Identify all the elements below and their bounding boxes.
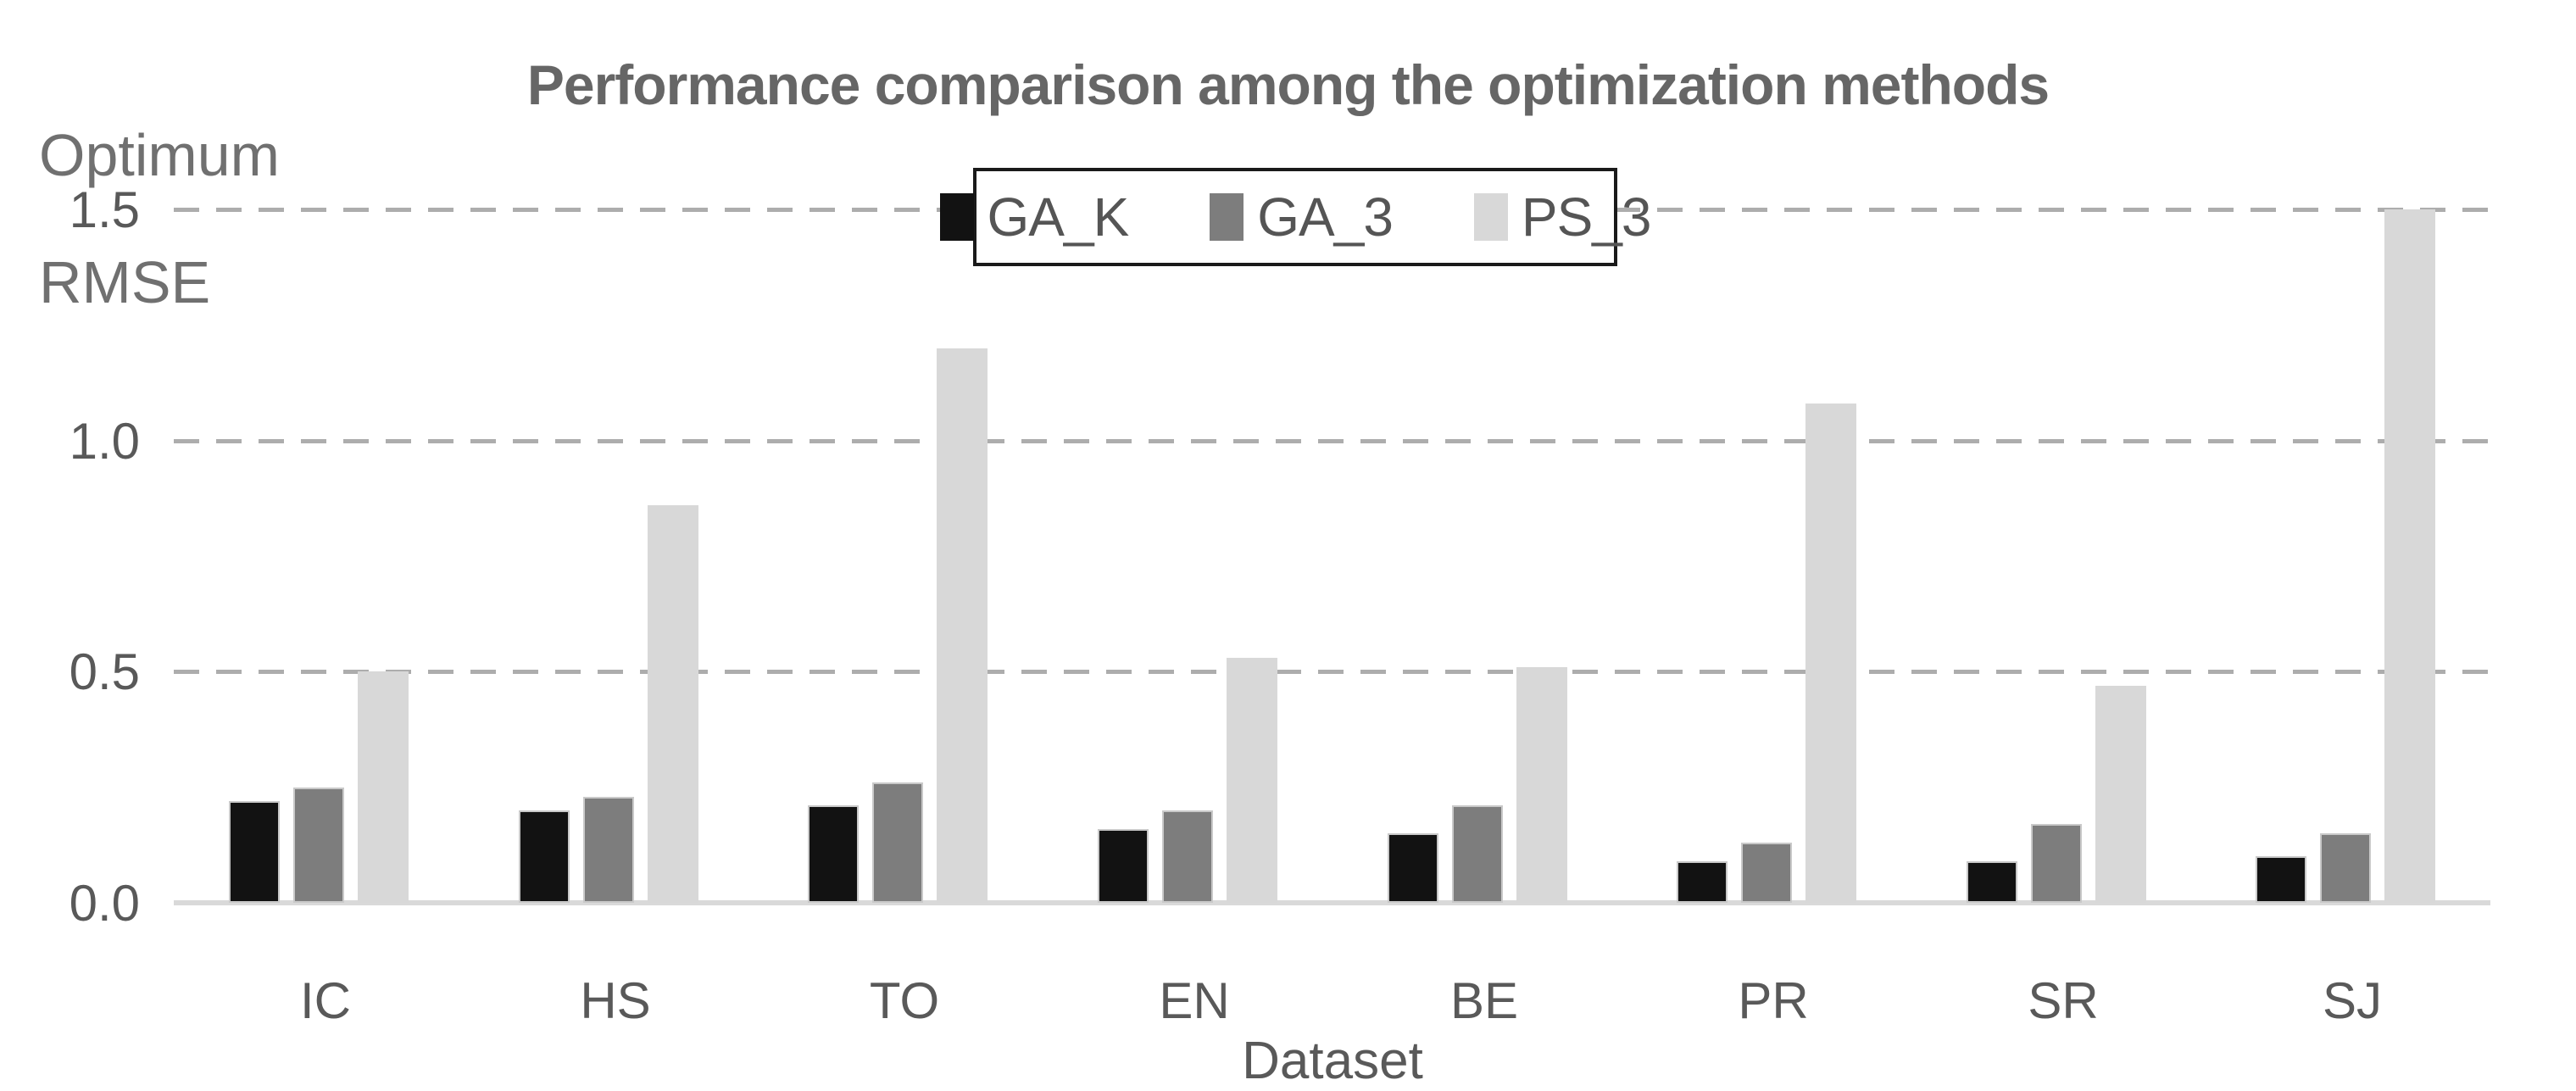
bar-GA_K-SJ bbox=[2256, 856, 2306, 903]
legend: GA_K GA_3 PS_3 bbox=[939, 168, 1651, 266]
bar-PS_3-TO bbox=[937, 348, 988, 903]
bar-GA_3-HS bbox=[583, 797, 634, 903]
bar-GA_K-HS bbox=[519, 810, 570, 903]
bar-GA_3-PR bbox=[1741, 843, 1792, 903]
category-label-IC: IC bbox=[300, 972, 351, 1029]
bar-GA_3-SJ bbox=[2320, 833, 2371, 903]
legend-label-GA_K: GA_K bbox=[987, 186, 1130, 248]
bar-PS_3-IC bbox=[358, 671, 409, 903]
category-label-PR: PR bbox=[1738, 972, 1809, 1029]
y-tick-label-0.5: 0.5 bbox=[69, 643, 140, 701]
category-label-SJ: SJ bbox=[2322, 972, 2383, 1029]
bar-GA_K-IC bbox=[229, 801, 280, 903]
legend-item-GA_3: GA_3 bbox=[1210, 186, 1394, 248]
chart-title: Performance comparison among the optimiz… bbox=[526, 53, 2050, 116]
category-label-TO: TO bbox=[869, 972, 940, 1029]
bar-PS_3-SR bbox=[2095, 686, 2146, 903]
bar-GA_K-SR bbox=[1967, 861, 2017, 903]
category-label-EN: EN bbox=[1159, 972, 1230, 1029]
legend-label-GA_3: GA_3 bbox=[1257, 186, 1394, 248]
legend-swatch-GA_3 bbox=[1210, 193, 1244, 241]
legend-label-PS_3: PS_3 bbox=[1521, 186, 1652, 248]
bar-PS_3-PR bbox=[1805, 404, 1856, 903]
legend-swatch-GA_K bbox=[939, 193, 974, 241]
bar-GA_3-SR bbox=[2031, 824, 2082, 903]
legend-item-GA_K: GA_K bbox=[939, 186, 1130, 248]
bar-PS_3-BE bbox=[1516, 667, 1567, 903]
bar-GA_K-PR bbox=[1677, 861, 1728, 903]
bar-GA_K-BE bbox=[1388, 833, 1438, 903]
bar-PS_3-EN bbox=[1227, 658, 1277, 903]
legend-item-PS_3: PS_3 bbox=[1473, 186, 1652, 248]
legend-swatch-PS_3 bbox=[1473, 193, 1508, 241]
gridline-0.5 bbox=[174, 670, 2490, 675]
y-tick-label-1.5: 1.5 bbox=[69, 181, 140, 239]
x-axis-line bbox=[174, 900, 2490, 905]
y-axis-title: Optimum RMSE bbox=[39, 122, 280, 315]
bar-GA_3-TO bbox=[872, 782, 923, 903]
bar-PS_3-SJ bbox=[2384, 209, 2435, 903]
bar-PS_3-HS bbox=[648, 505, 698, 903]
bar-GA_K-EN bbox=[1098, 829, 1149, 903]
x-axis-title: Dataset bbox=[1242, 1032, 1423, 1090]
bar-GA_K-TO bbox=[808, 805, 859, 903]
category-label-HS: HS bbox=[580, 972, 651, 1029]
category-label-BE: BE bbox=[1449, 972, 1519, 1029]
bar-GA_3-EN bbox=[1162, 810, 1213, 903]
gridline-1.0 bbox=[174, 438, 2490, 443]
bar-GA_3-BE bbox=[1452, 805, 1503, 903]
category-label-SR: SR bbox=[2028, 972, 2099, 1029]
bar-GA_3-IC bbox=[293, 788, 344, 903]
y-tick-label-0.0: 0.0 bbox=[69, 875, 140, 932]
y-tick-label-1.0: 1.0 bbox=[69, 412, 140, 470]
